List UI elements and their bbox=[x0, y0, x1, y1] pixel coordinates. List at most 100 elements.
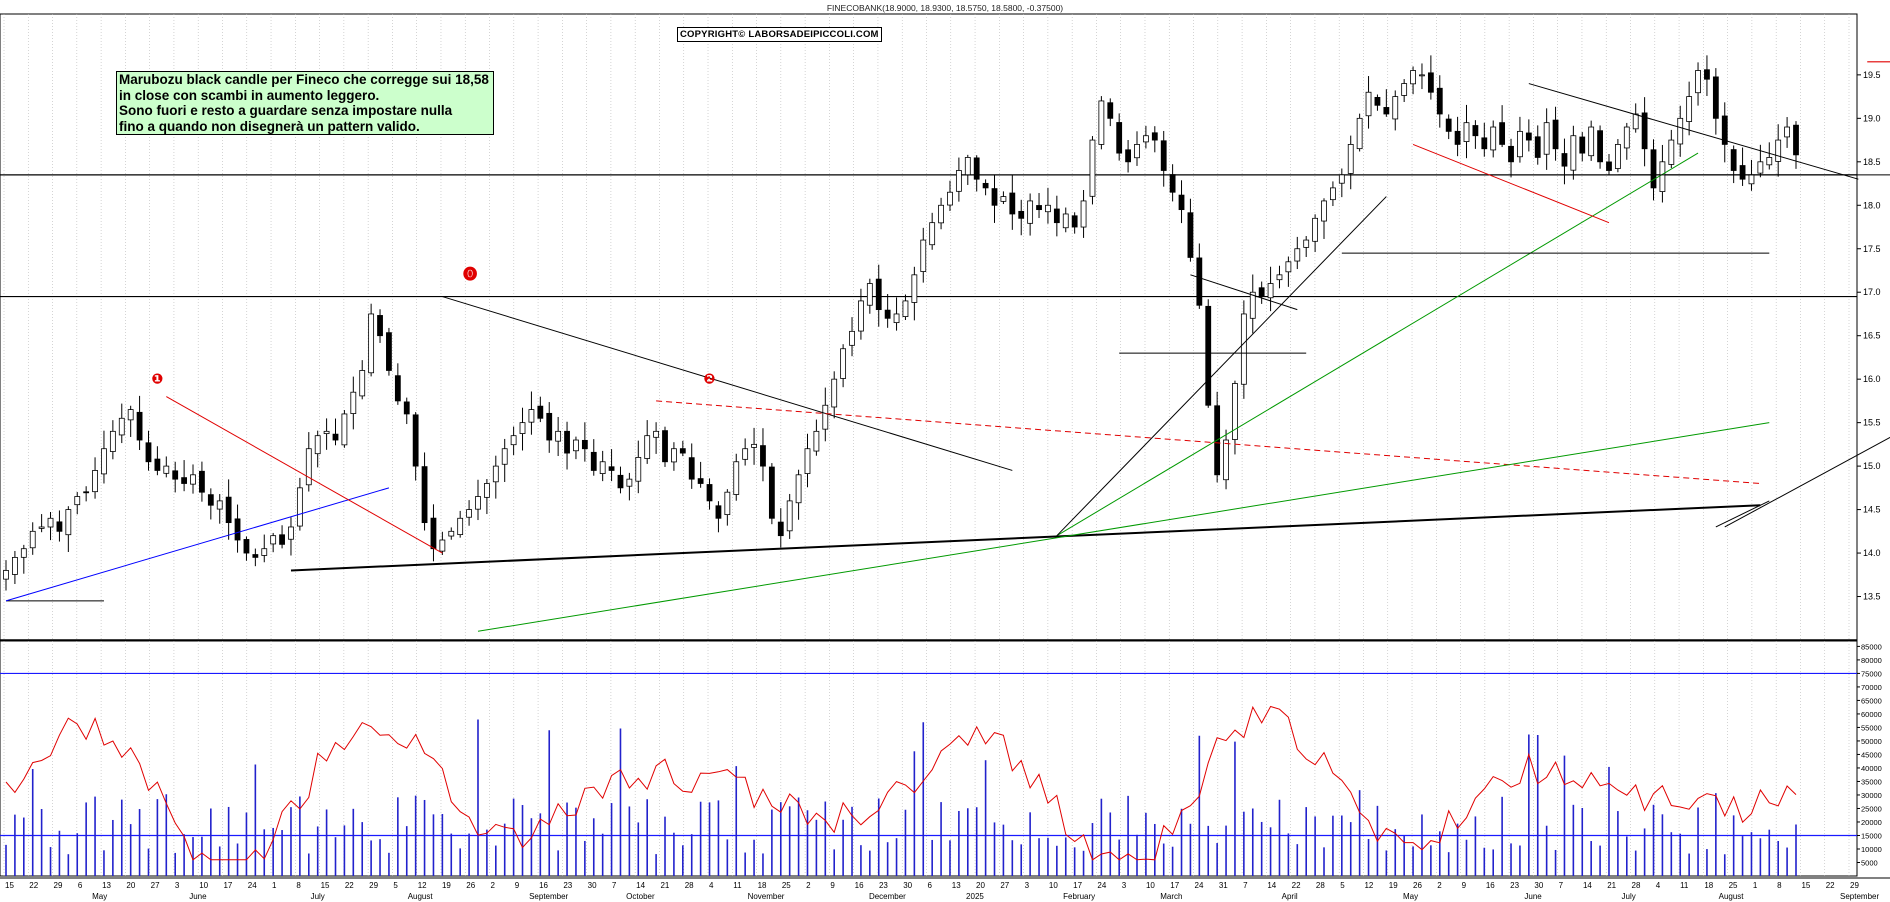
candle-body bbox=[394, 375, 401, 402]
candle-body bbox=[519, 422, 526, 434]
x-day-tick-label: 27 bbox=[1000, 881, 1009, 890]
candle-body bbox=[831, 378, 838, 408]
candle-body bbox=[804, 448, 811, 474]
candle-body bbox=[1062, 213, 1069, 229]
candle-body bbox=[964, 157, 971, 176]
candle-body bbox=[991, 188, 998, 206]
x-month-tick-label: February bbox=[1063, 892, 1095, 901]
x-day-tick-label: 28 bbox=[1316, 881, 1325, 890]
x-day-tick-label: 2 bbox=[491, 881, 496, 890]
volume-tick-label: 30000 bbox=[1861, 791, 1882, 800]
price-tick-label: 19.0 bbox=[1863, 113, 1881, 123]
candle-body bbox=[1401, 83, 1408, 96]
volume-panel-frame bbox=[0, 640, 1858, 877]
x-day-tick-label: 6 bbox=[928, 881, 933, 890]
trendline-uptrend-major bbox=[1724, 436, 1890, 528]
candle-body bbox=[92, 470, 98, 493]
volume-tick-label: 25000 bbox=[1861, 804, 1882, 813]
candle-body bbox=[145, 442, 152, 463]
candle-body bbox=[1365, 91, 1372, 117]
x-day-tick-label: 1 bbox=[1753, 881, 1758, 890]
candle-body bbox=[1098, 100, 1105, 145]
candle-body bbox=[163, 465, 170, 474]
x-day-tick-label: 21 bbox=[1607, 881, 1616, 890]
x-day-tick-label: 17 bbox=[1170, 881, 1179, 890]
volume-tick-label: 5000 bbox=[1861, 858, 1878, 867]
x-day-tick-label: 24 bbox=[248, 881, 257, 890]
trendline-red-feb bbox=[1412, 143, 1610, 224]
candle-body bbox=[1712, 76, 1719, 119]
candle-body bbox=[1178, 194, 1185, 211]
candle-body bbox=[786, 500, 793, 532]
x-day-tick-label: 30 bbox=[588, 881, 597, 890]
x-day-tick-label: 20 bbox=[126, 881, 135, 890]
note-line-3: Sono fuori e resto a guardare senza impo… bbox=[119, 103, 453, 118]
candle-body bbox=[1606, 161, 1612, 171]
x-month-tick-label: July bbox=[311, 892, 325, 901]
x-day-tick-label: 29 bbox=[1850, 881, 1859, 890]
candle-body bbox=[706, 484, 713, 502]
candle-body bbox=[938, 204, 944, 224]
candle-body bbox=[261, 548, 268, 556]
candle-body bbox=[305, 448, 312, 486]
candle-body bbox=[1641, 112, 1648, 150]
candle-body bbox=[644, 435, 651, 459]
x-month-tick-label: September bbox=[1840, 892, 1879, 901]
candle-body bbox=[1027, 200, 1034, 224]
x-day-tick-label: 15 bbox=[1801, 881, 1810, 890]
volume-tick-label: 45000 bbox=[1861, 750, 1882, 759]
price-tick-label: 16.0 bbox=[1863, 374, 1881, 384]
candle-body bbox=[555, 430, 562, 442]
x-day-tick-label: 14 bbox=[636, 881, 645, 890]
candle-body bbox=[1223, 439, 1229, 481]
candle-body bbox=[136, 411, 143, 441]
price-tick-label: 16.5 bbox=[1863, 331, 1881, 341]
trendline-black-descending bbox=[442, 296, 1013, 471]
x-day-tick-label: 22 bbox=[1826, 881, 1835, 890]
x-day-tick-label: 10 bbox=[199, 881, 208, 890]
candle-body bbox=[83, 491, 90, 494]
candle-body bbox=[1534, 136, 1541, 158]
x-month-tick-label: May bbox=[92, 892, 107, 901]
price-tick-label: 17.5 bbox=[1863, 244, 1881, 254]
candle-body bbox=[1330, 187, 1336, 201]
candle-body bbox=[1597, 130, 1603, 163]
volume-oscillator-line bbox=[5, 705, 1797, 861]
candle-body bbox=[359, 370, 366, 397]
x-month-tick-label: September bbox=[529, 892, 568, 901]
x-day-tick-label: 9 bbox=[830, 881, 835, 890]
candle-body bbox=[715, 505, 722, 519]
price-tick-label: 15.0 bbox=[1863, 461, 1881, 471]
candle-body bbox=[581, 439, 588, 450]
volume-tick-label: 75000 bbox=[1861, 669, 1882, 678]
trendline-green-long bbox=[477, 422, 1770, 632]
x-day-tick-label: 10 bbox=[1049, 881, 1058, 890]
candle-body bbox=[671, 448, 677, 463]
candle-body bbox=[225, 496, 232, 524]
candle-body bbox=[599, 461, 606, 474]
x-day-tick-label: 13 bbox=[952, 881, 961, 890]
candle-body bbox=[973, 157, 980, 180]
trendline-red-dashed bbox=[656, 400, 1761, 484]
candle-body bbox=[884, 309, 891, 319]
candle-body bbox=[1018, 210, 1025, 219]
candle-body bbox=[1232, 383, 1238, 440]
x-day-tick-label: 20 bbox=[976, 881, 985, 890]
candle-body bbox=[1481, 137, 1488, 150]
volume-tick-label: 35000 bbox=[1861, 777, 1882, 786]
candle-body bbox=[181, 477, 188, 484]
wave-label: ❶ bbox=[151, 372, 163, 388]
candle-body bbox=[1071, 215, 1078, 228]
x-day-tick-label: 12 bbox=[418, 881, 427, 890]
candle-body bbox=[866, 283, 873, 306]
candle-body bbox=[56, 521, 63, 532]
candle-body bbox=[822, 404, 829, 430]
candle-body bbox=[207, 494, 214, 506]
trendline-black-march bbox=[1528, 83, 1859, 180]
candle-body bbox=[1294, 248, 1301, 262]
candle-body bbox=[1677, 117, 1684, 145]
candle-body bbox=[350, 391, 357, 414]
candle-body bbox=[1570, 135, 1577, 171]
x-day-tick-label: 28 bbox=[1632, 881, 1641, 890]
candle-body bbox=[1784, 126, 1790, 138]
